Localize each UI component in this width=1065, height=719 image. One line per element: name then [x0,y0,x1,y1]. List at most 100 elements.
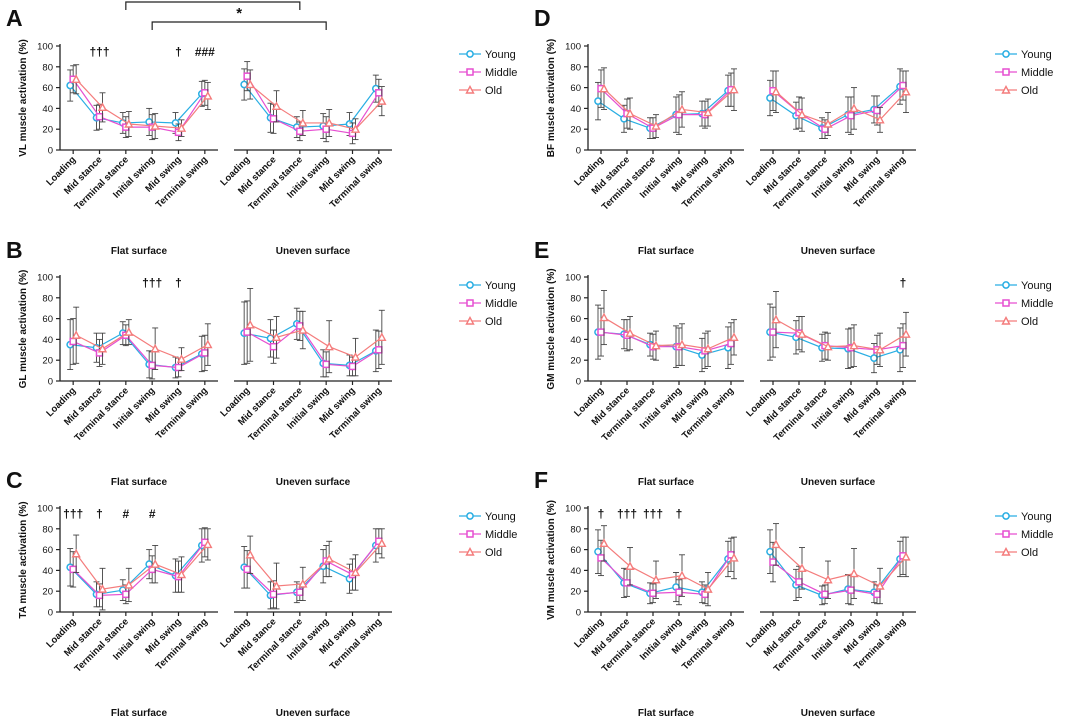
data-point-middle [243,72,251,80]
data-point-old [875,581,885,590]
series-line-young [69,85,203,124]
legend-label: Middle [485,67,517,79]
data-point-old [849,340,859,350]
data-point-middle [296,127,304,136]
series-line-old [75,331,209,360]
data-point-old [71,74,81,83]
data-point-old [124,119,134,128]
data-point-old [377,538,387,548]
legend-marker-young [466,50,474,58]
data-point-old [377,332,387,342]
data-point-middle [821,590,829,599]
y-tick-label: 0 [48,377,53,388]
data-point-old [875,114,885,124]
y-tick-label: 40 [42,104,53,115]
series-line-middle [72,541,206,596]
legend-marker-middle [466,299,474,307]
legend-label: Old [485,85,502,97]
legend-label: Young [1021,511,1052,523]
data-point-young [594,547,602,556]
data-point-young [66,81,75,90]
bracket-label: ** [207,0,219,2]
data-point-old [599,538,609,548]
group-label: Flat surface [638,246,695,257]
data-point-old [677,104,687,114]
data-point-middle [847,586,855,594]
data-point-middle [649,589,657,598]
significance-mark: ††† [617,507,637,521]
data-point-old [729,332,739,342]
data-point-middle [597,554,605,562]
y-tick-label: 0 [48,608,53,619]
bracket-label: * [236,5,242,22]
data-point-middle [795,578,803,586]
legend-marker-middle [466,530,474,538]
series-line-young [769,331,901,359]
legend-label: Old [485,547,502,559]
series-line-old [249,542,383,587]
data-point-old [245,319,255,329]
legend-marker-young [1002,281,1010,289]
data-point-old [245,549,255,559]
data-point-old [771,86,781,96]
legend-marker-old [465,547,475,556]
data-point-young [171,119,180,127]
data-point-old [150,559,160,568]
y-tick-label: 0 [576,146,581,157]
series-line-old [249,84,383,130]
y-tick-label: 20 [42,125,53,136]
data-point-young [766,547,774,556]
data-point-old [625,328,635,337]
y-tick-label: 60 [42,83,53,94]
data-point-middle [322,125,330,133]
data-point-young [345,120,354,128]
significance-mark: † [900,276,907,290]
y-tick-label: 100 [565,42,581,53]
data-point-old [901,86,911,96]
panel-letter: B [6,237,23,263]
y-tick-label: 20 [570,356,581,367]
data-point-middle [69,337,77,346]
data-point-old [849,568,859,578]
data-point-old [771,314,781,324]
legend-label: Middle [1021,298,1053,310]
legend-label: Young [485,280,516,292]
y-tick-label: 40 [570,566,581,577]
data-point-old [176,123,187,132]
data-point-old [729,84,739,94]
data-point-middle [769,328,777,336]
significance-mark: # [122,507,129,521]
data-point-old [729,552,739,562]
legend-label: Young [1021,280,1052,292]
series-line-old [249,324,383,358]
data-point-middle [269,590,278,599]
group-label: Uneven surface [801,708,876,719]
y-tick-label: 20 [570,587,581,598]
legend-label: Young [1021,49,1052,61]
data-point-middle [769,558,777,566]
data-point-old [124,327,134,336]
legend-marker-old [1001,547,1011,556]
y-tick-label: 100 [565,273,581,284]
data-point-old [124,579,134,589]
data-point-middle [243,328,251,336]
data-point-old [324,341,334,351]
bracket [151,21,327,30]
legend-label: Middle [1021,67,1053,79]
y-tick-label: 80 [570,293,581,304]
significance-mark: † [175,45,182,59]
data-point-old [350,567,361,577]
legend-marker-middle [1002,68,1010,76]
significance-mark: † [175,276,182,290]
y-tick-label: 80 [570,524,581,535]
data-point-middle [322,360,330,369]
data-point-old [677,570,687,580]
significance-mark: † [96,507,103,521]
data-point-middle [873,106,881,115]
data-point-middle [122,590,130,599]
data-point-old [350,352,361,361]
y-tick-label: 40 [42,335,53,346]
